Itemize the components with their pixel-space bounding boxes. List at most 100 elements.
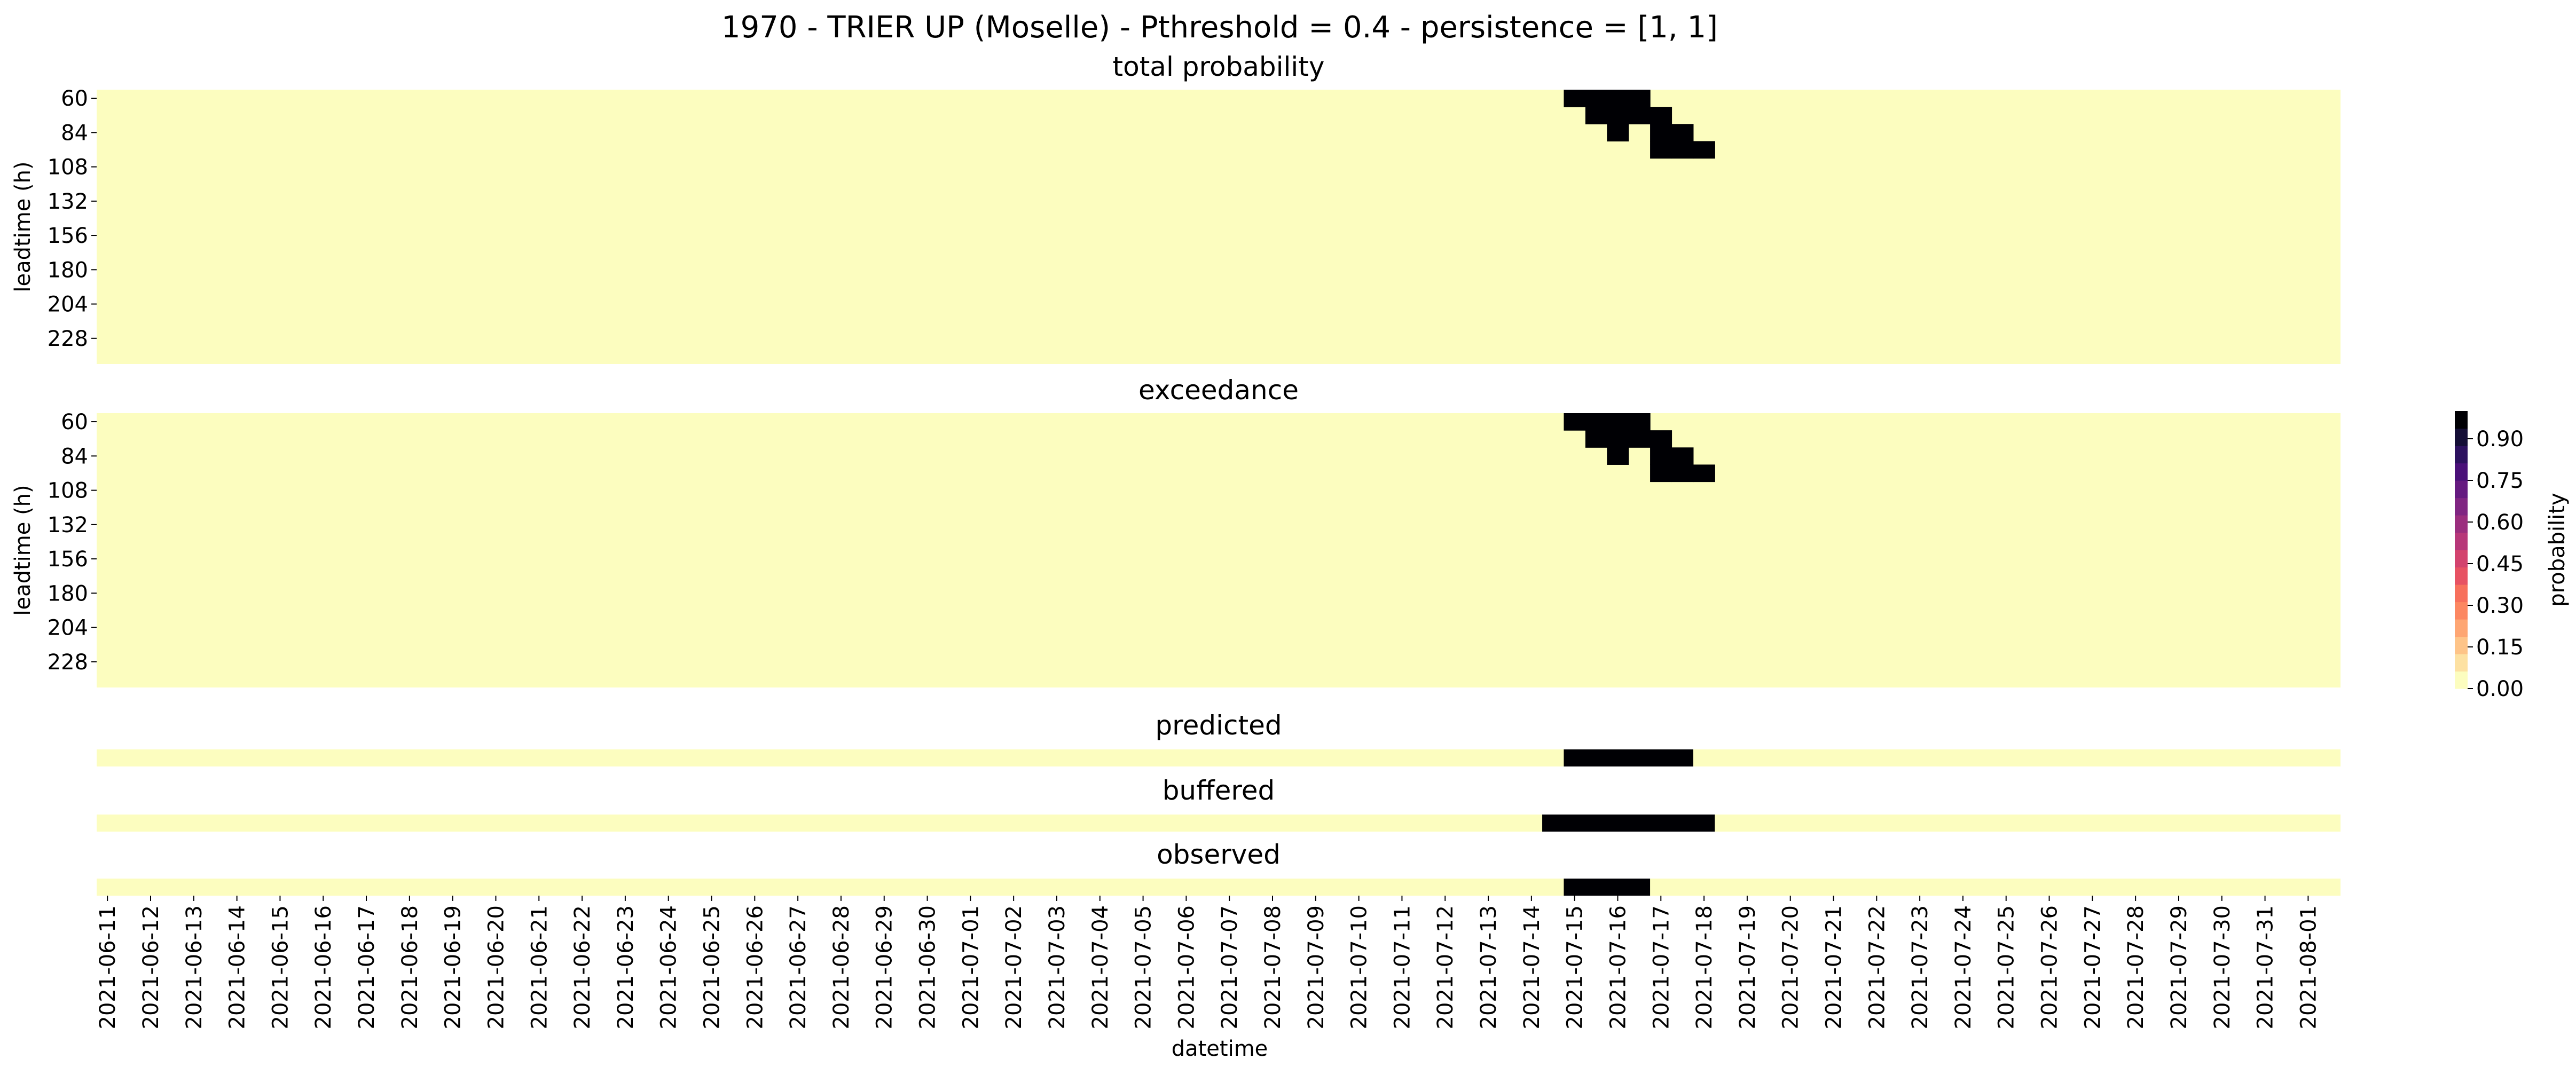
heatmap-cell — [1650, 107, 1672, 124]
heatmap-cell — [1607, 107, 1629, 124]
y-tick-label: 156 — [48, 547, 88, 572]
panel-exceedance: exceedance 60 84 108 132 156 180 204 228 leadtime… — [11, 375, 2341, 687]
panel-predicted: predicted — [97, 710, 2341, 766]
colorbar-tick-label: 0.60 — [2476, 510, 2524, 535]
x-tick-label: 2021-07-05 — [1132, 905, 1156, 1029]
x-tick-label: 2021-07-11 — [1390, 905, 1415, 1029]
heatmap-cell — [1650, 124, 1672, 141]
heatmap-cell — [1585, 430, 1607, 448]
panel-title: observed — [1157, 839, 1281, 870]
panel-title: total probability — [1113, 51, 1325, 82]
x-tick-label: 2021-07-10 — [1347, 905, 1372, 1029]
heatmap-cell — [1693, 141, 1715, 159]
x-axis-label: datetime — [1172, 1037, 1268, 1061]
heatmap-background — [97, 879, 2341, 896]
heatmap-cell — [1671, 464, 1694, 483]
colorbar-segment — [2455, 463, 2468, 481]
y-tick-label: 228 — [48, 650, 88, 675]
heatmap-background — [97, 90, 2341, 364]
heatmap-cell — [1607, 430, 1629, 448]
x-tick-label: 2021-06-27 — [786, 905, 811, 1029]
colorbar-segment — [2455, 532, 2468, 550]
colorbar-segment — [2455, 550, 2468, 568]
colorbar-tick-label: 0.30 — [2476, 594, 2524, 618]
heatmap-cell — [1607, 447, 1629, 465]
colorbar-segment — [2455, 567, 2468, 585]
colorbar-segment — [2455, 515, 2468, 533]
event-range — [1564, 879, 1651, 896]
colorbar-segment — [2455, 497, 2468, 516]
y-tick-label: 204 — [48, 293, 88, 317]
y-tick-label: 132 — [48, 189, 88, 214]
x-tick-label: 2021-07-17 — [1649, 905, 1674, 1029]
colorbar-segment — [2455, 411, 2468, 429]
panel-title: exceedance — [1138, 375, 1299, 406]
y-tick-label: 156 — [48, 224, 88, 248]
x-tick-label: 2021-07-23 — [1908, 905, 1933, 1029]
x-tick-label: 2021-06-15 — [268, 905, 293, 1029]
y-tick-label: 108 — [48, 155, 88, 180]
heatmap-cell — [1564, 90, 1586, 107]
colorbar-tick-label: 0.00 — [2476, 677, 2524, 701]
panel-observed: observed — [97, 839, 2341, 896]
x-tick-label: 2021-06-20 — [484, 905, 508, 1029]
colorbar-segment — [2455, 619, 2468, 637]
figure-title: 1970 - TRIER UP (Moselle) - Pthreshold =… — [721, 10, 1718, 45]
x-tick-label: 2021-06-24 — [657, 905, 681, 1029]
x-tick-label: 2021-06-23 — [614, 905, 638, 1029]
y-tick-label: 180 — [48, 258, 88, 282]
x-tick-label: 2021-06-16 — [311, 905, 336, 1029]
x-tick-label: 2021-07-29 — [2167, 905, 2192, 1029]
colorbar-segment — [2455, 428, 2468, 446]
x-tick-label: 2021-06-12 — [139, 905, 163, 1029]
x-tick-label: 2021-07-07 — [1218, 905, 1242, 1029]
x-tick-label: 2021-07-30 — [2210, 905, 2235, 1029]
colorbar-segment — [2455, 446, 2468, 464]
x-tick-label: 2021-06-14 — [225, 905, 250, 1029]
x-tick-label: 2021-07-27 — [2080, 905, 2105, 1029]
y-tick-label: 204 — [48, 616, 88, 641]
colorbar-tick-label: 0.15 — [2476, 635, 2524, 660]
colorbar-tick-label: 0.75 — [2476, 469, 2524, 493]
y-axis-label: leadtime (h) — [11, 485, 35, 615]
heatmap-cell — [1628, 90, 1651, 107]
y-tick-label: 180 — [48, 581, 88, 606]
x-tick-label: 2021-07-26 — [2038, 905, 2062, 1029]
colorbar: 0.00 0.15 0.30 0.45 0.60 0.75 0.90 probability — [2455, 411, 2570, 701]
x-tick-label: 2021-07-13 — [1477, 905, 1501, 1029]
x-tick-label: 2021-06-13 — [182, 905, 207, 1029]
colorbar-label: probability — [2545, 493, 2570, 606]
x-tick-label: 2021-07-22 — [1865, 905, 1889, 1029]
heatmap-cell — [1650, 430, 1672, 448]
x-tick-label: 2021-07-31 — [2253, 905, 2278, 1029]
y-tick-label: 132 — [48, 513, 88, 538]
colorbar-segment — [2455, 584, 2468, 603]
x-tick-label: 2021-06-18 — [398, 905, 422, 1029]
colorbar-tick-label: 0.45 — [2476, 552, 2524, 576]
x-tick-label: 2021-07-03 — [1045, 905, 1070, 1029]
x-tick-label: 2021-07-24 — [1951, 905, 1976, 1029]
y-tick-label: 84 — [61, 444, 88, 469]
colorbar-segment — [2455, 671, 2468, 689]
x-tick-label: 2021-07-01 — [959, 905, 983, 1029]
x-tick-label: 2021-06-26 — [743, 905, 767, 1029]
x-tick-label: 2021-06-21 — [527, 905, 552, 1029]
y-tick-label: 60 — [61, 410, 88, 434]
colorbar-segment — [2455, 602, 2468, 620]
heatmap-cell — [1628, 413, 1651, 431]
colorbar-tick-label: 0.90 — [2476, 427, 2524, 452]
x-tick-label: 2021-06-19 — [441, 905, 466, 1029]
event-range — [1542, 815, 1715, 832]
x-tick-label: 2021-07-16 — [1606, 905, 1630, 1029]
heatmap-cell — [1650, 447, 1672, 465]
heatmap-background — [97, 413, 2341, 687]
x-tick-label: 2021-06-17 — [355, 905, 379, 1029]
heatmap-cell — [1671, 141, 1694, 159]
x-tick-label: 2021-07-15 — [1563, 905, 1588, 1029]
x-tick-label: 2021-06-11 — [96, 905, 120, 1029]
heatmap-cell — [1585, 90, 1607, 107]
x-axis: 2021-06-11 2021-06-12 2021-06-13 2021-06-14… — [96, 896, 2321, 1029]
heatmap-cell — [1693, 464, 1715, 483]
x-tick-label: 2021-07-08 — [1261, 905, 1285, 1029]
